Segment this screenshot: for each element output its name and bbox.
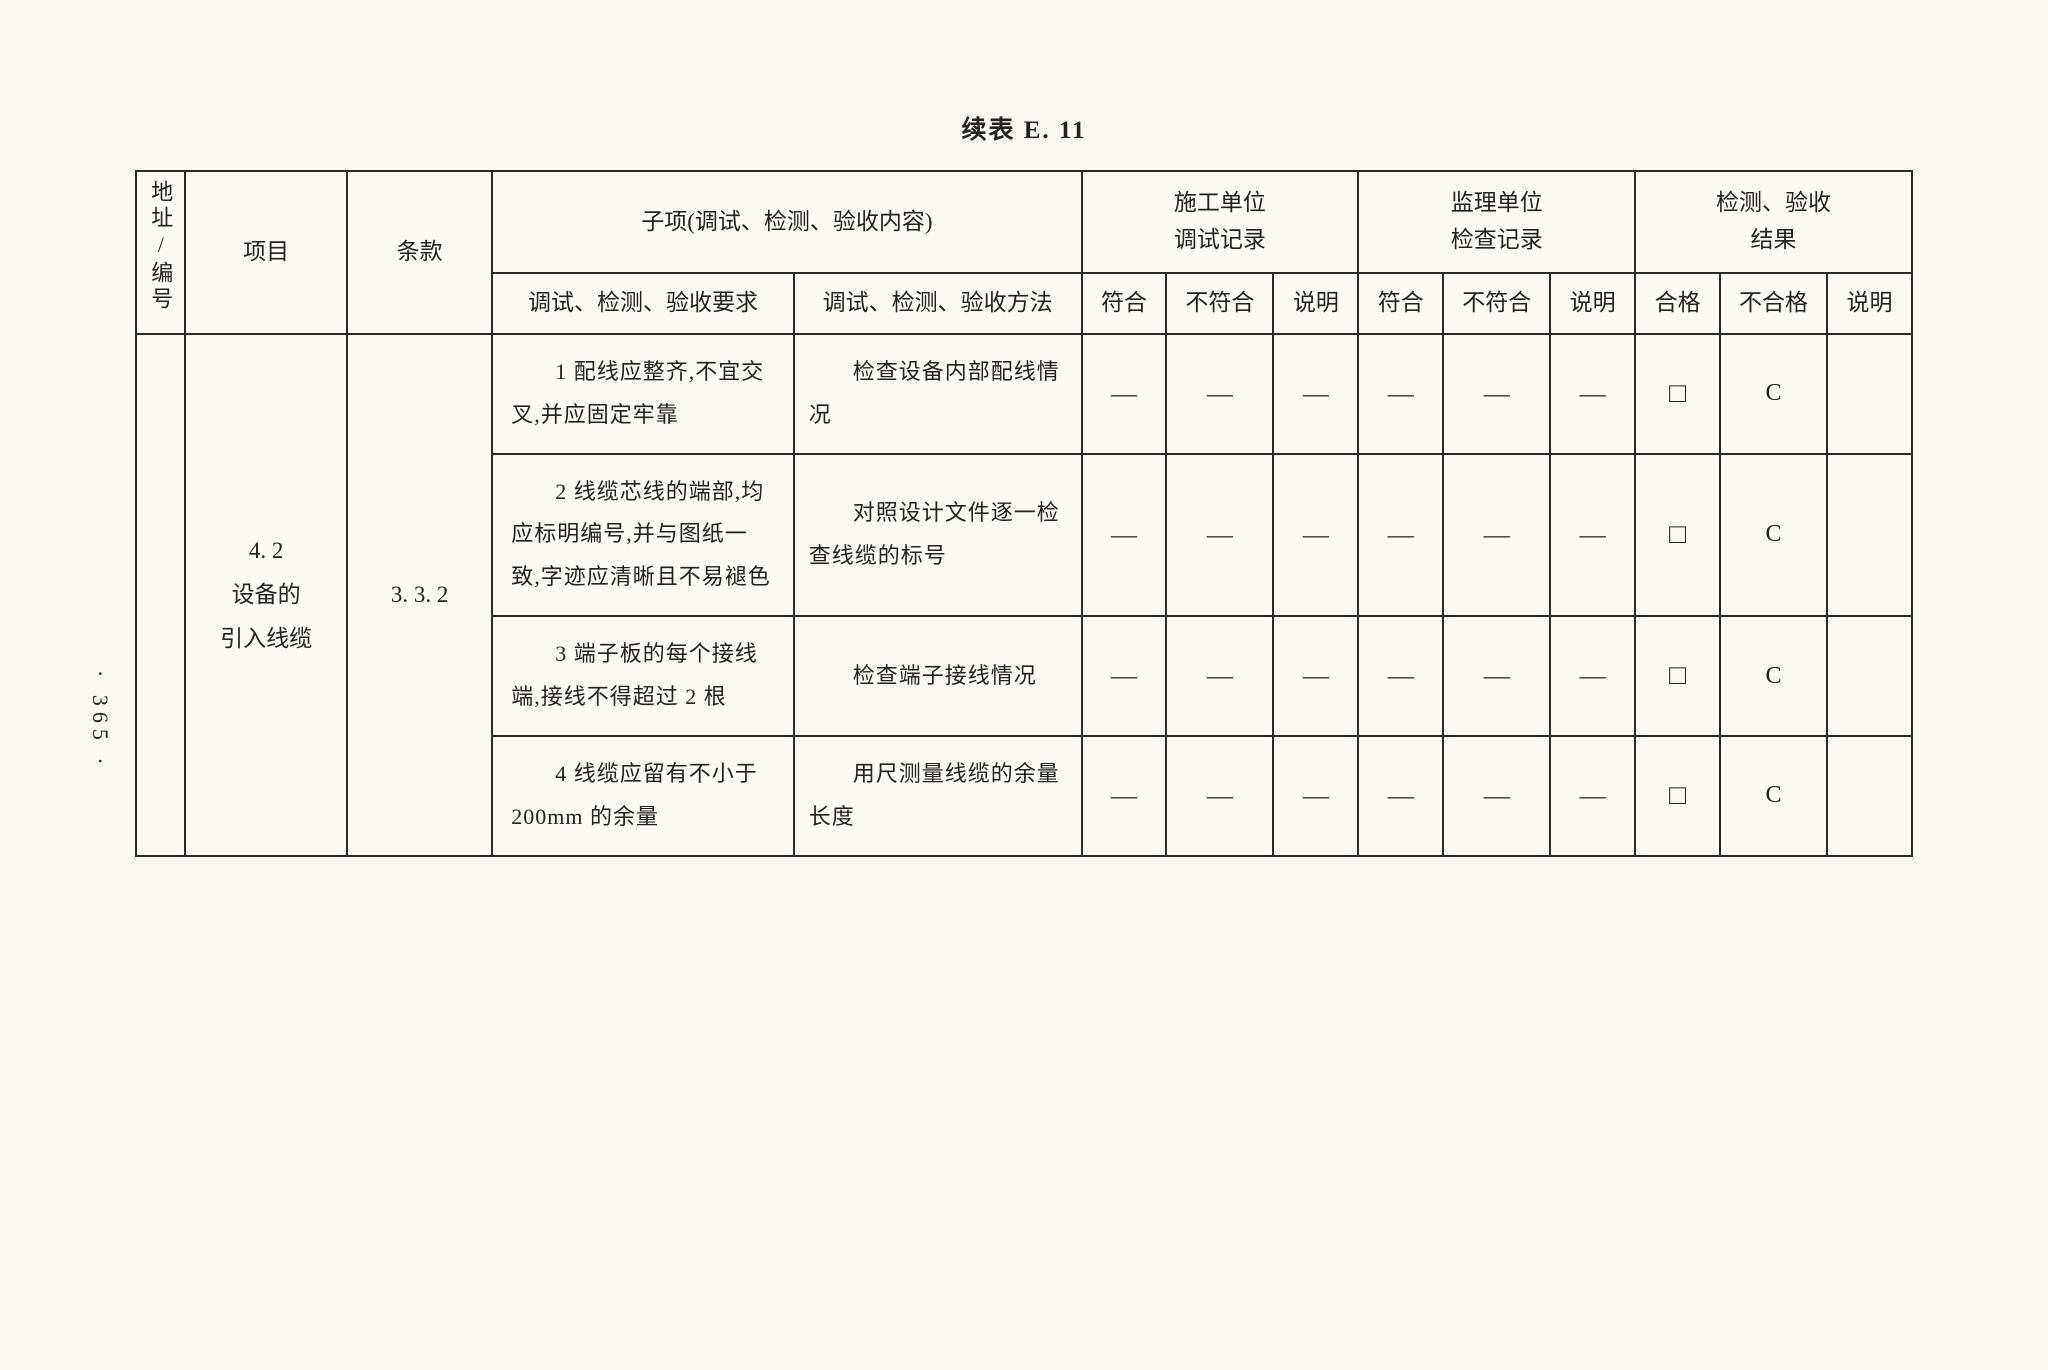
supervision-nonconform-cell: — [1443,454,1550,617]
construction-nonconform: 不符合 [1166,273,1273,334]
clause-cell: 3. 3. 2 [347,334,492,856]
method-cell: 检查端子接线情况 [794,616,1082,736]
method-subheader: 调试、检测、验收方法 [794,273,1082,334]
supervision-explain-cell: — [1550,454,1635,617]
supervision-explain-cell: — [1550,334,1635,454]
construction-explain-cell: — [1273,616,1358,736]
result-fail-cell: C [1720,616,1827,736]
page-number: · 365 · [87,670,113,771]
project-header: 项目 [185,171,347,334]
result-pass-cell: □ [1635,454,1720,617]
result-explain-cell [1827,616,1912,736]
result-fail-cell: C [1720,334,1827,454]
project-cell: 4. 2 设备的 引入线缆 [185,334,347,856]
result-explain-cell [1827,736,1912,856]
supervision-explain-cell: — [1550,736,1635,856]
supervision-conform-cell: — [1358,616,1443,736]
table-row: 4. 2 设备的 引入线缆 3. 3. 2 1 配线应整齐,不宜交叉,并应固定牢… [136,334,1912,454]
addr-header: 地址/编号 [136,171,185,334]
requirement-cell: 1 配线应整齐,不宜交叉,并应固定牢靠 [492,334,793,454]
result-pass-cell: □ [1635,334,1720,454]
construction-nonconform-cell: — [1166,736,1273,856]
subitem-header: 子项(调试、检测、验收内容) [492,171,1081,273]
construction-nonconform-cell: — [1166,454,1273,617]
supervision-conform-cell: — [1358,334,1443,454]
construction-explain: 说明 [1273,273,1358,334]
inspection-table: 地址/编号 项目 条款 子项(调试、检测、验收内容) 施工单位 调试记录 监理单… [135,170,1913,857]
construction-conform: 符合 [1082,273,1167,334]
construction-nonconform-cell: — [1166,616,1273,736]
method-cell: 检查设备内部配线情况 [794,334,1082,454]
supervision-conform-cell: — [1358,454,1443,617]
result-explain-header: 说明 [1827,273,1912,334]
table-title: 续表 E. 11 [135,110,1913,146]
requirement-cell: 3 端子板的每个接线端,接线不得超过 2 根 [492,616,793,736]
supervision-nonconform-cell: — [1443,334,1550,454]
construction-conform-cell: — [1082,736,1167,856]
requirement-cell: 4 线缆应留有不小于 200mm 的余量 [492,736,793,856]
requirement-cell: 2 线缆芯线的端部,均应标明编号,并与图纸一致,字迹应清晰且不易褪色 [492,454,793,617]
method-cell: 对照设计文件逐一检查线缆的标号 [794,454,1082,617]
addr-cell [136,334,185,856]
method-cell: 用尺测量线缆的余量长度 [794,736,1082,856]
result-pass-header: 合格 [1635,273,1720,334]
result-pass-cell: □ [1635,736,1720,856]
construction-nonconform-cell: — [1166,334,1273,454]
supervision-nonconform-cell: — [1443,616,1550,736]
req-subheader: 调试、检测、验收要求 [492,273,793,334]
construction-explain-cell: — [1273,454,1358,617]
result-fail-header: 不合格 [1720,273,1827,334]
construction-conform-cell: — [1082,454,1167,617]
result-header: 检测、验收 结果 [1635,171,1912,273]
supervision-conform: 符合 [1358,273,1443,334]
construction-conform-cell: — [1082,616,1167,736]
result-pass-cell: □ [1635,616,1720,736]
result-fail-cell: C [1720,454,1827,617]
construction-header: 施工单位 调试记录 [1082,171,1359,273]
clause-header: 条款 [347,171,492,334]
page-container: 续表 E. 11 地址/编号 项目 条款 子项(调试、检测、验收内容) [0,0,2048,1370]
supervision-explain-cell: — [1550,616,1635,736]
supervision-explain: 说明 [1550,273,1635,334]
supervision-nonconform: 不符合 [1443,273,1550,334]
construction-explain-cell: — [1273,736,1358,856]
construction-conform-cell: — [1082,334,1167,454]
supervision-header: 监理单位 检查记录 [1358,171,1635,273]
result-explain-cell [1827,334,1912,454]
result-explain-cell [1827,454,1912,617]
supervision-nonconform-cell: — [1443,736,1550,856]
supervision-conform-cell: — [1358,736,1443,856]
result-fail-cell: C [1720,736,1827,856]
construction-explain-cell: — [1273,334,1358,454]
